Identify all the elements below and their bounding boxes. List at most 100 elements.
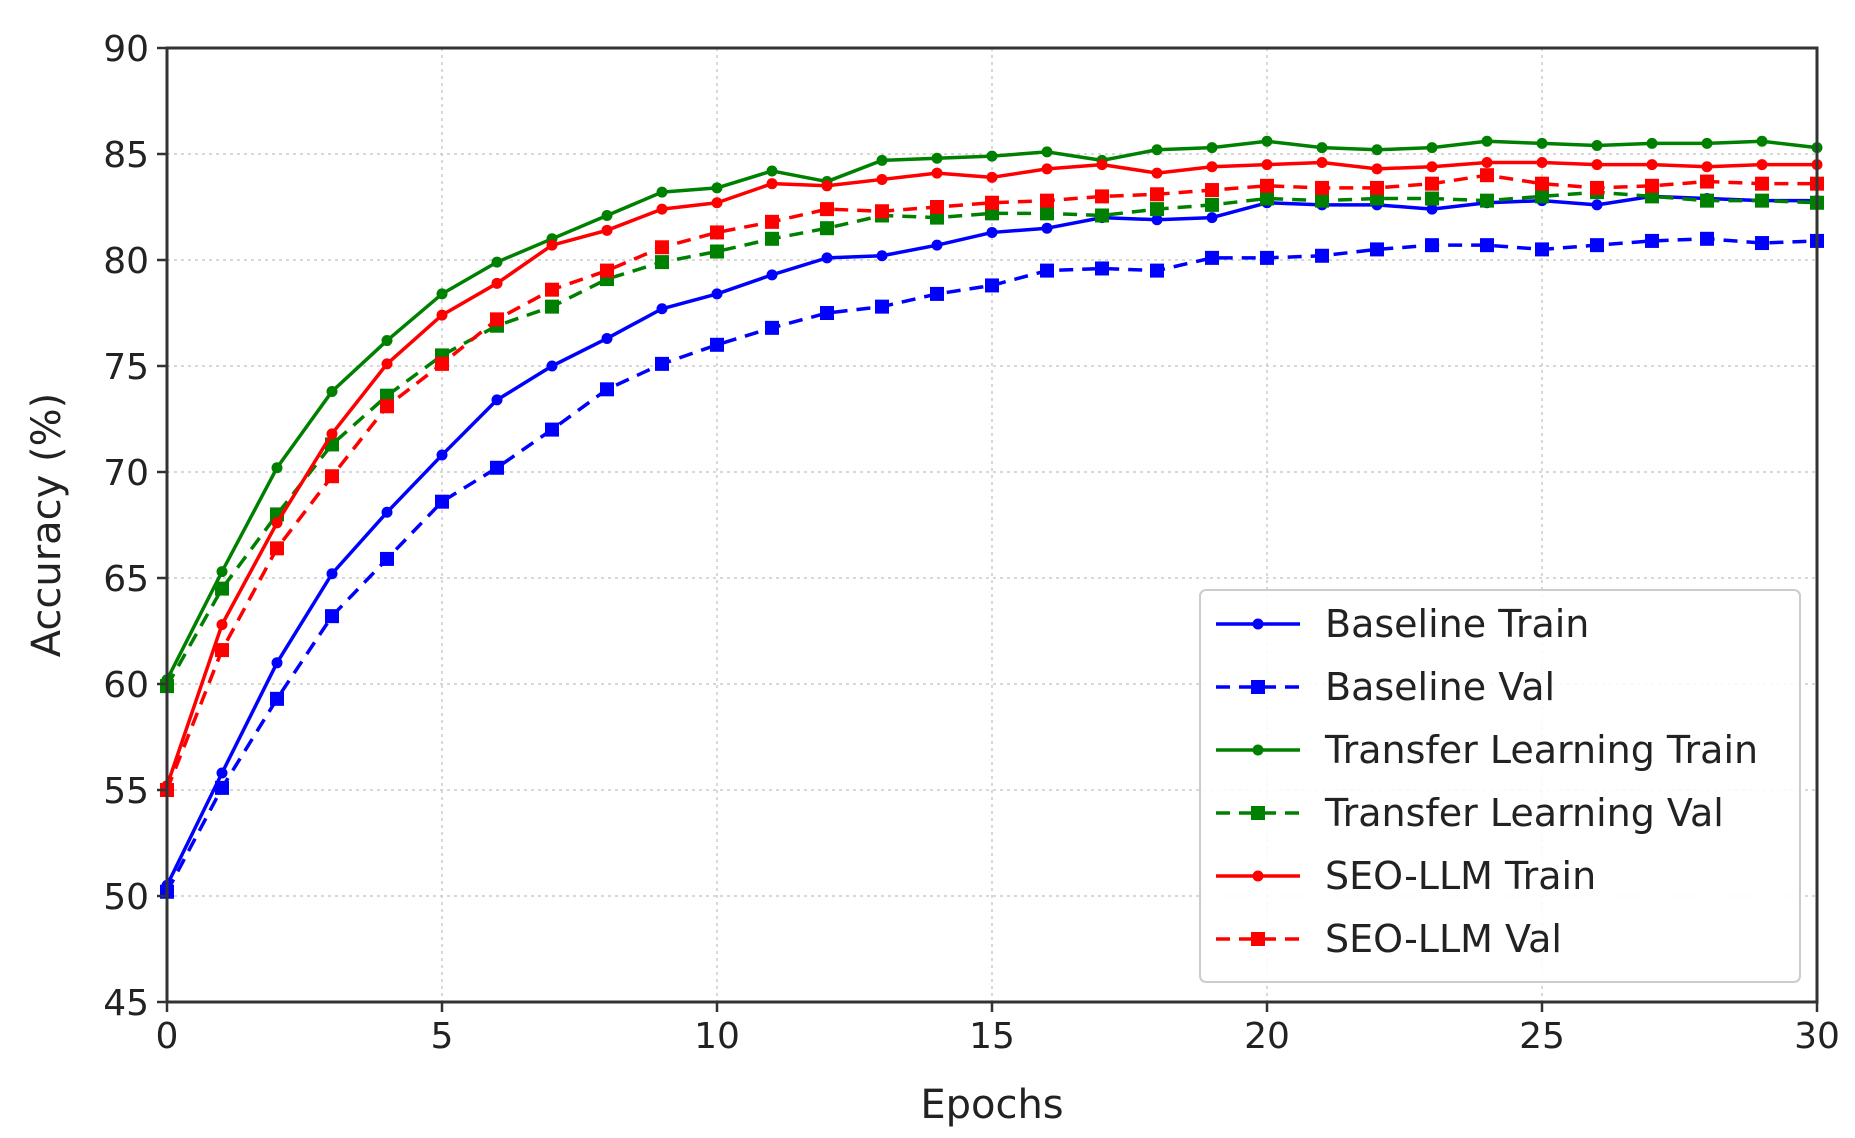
data-point <box>1536 137 1548 149</box>
legend-label: SEO-LLM Val <box>1325 917 1562 961</box>
legend-marker <box>1252 744 1264 756</box>
data-point <box>1041 222 1053 234</box>
data-point <box>1700 231 1714 246</box>
data-point <box>1371 163 1383 175</box>
data-point <box>711 182 723 194</box>
series-seo-llm-val <box>160 168 1824 797</box>
data-point <box>985 206 999 221</box>
data-point <box>436 449 448 461</box>
data-point <box>876 154 888 166</box>
data-point <box>1645 178 1659 193</box>
data-point <box>436 288 448 300</box>
x-axis-label: Epochs <box>920 1082 1063 1128</box>
data-point <box>1535 189 1549 204</box>
data-point <box>985 278 999 293</box>
data-point <box>766 269 778 281</box>
data-point <box>1755 176 1769 191</box>
data-point <box>1756 159 1768 171</box>
data-point <box>1591 140 1603 152</box>
legend-item: SEO-LLM Train <box>1216 854 1596 898</box>
data-point <box>1315 180 1329 195</box>
data-point <box>1260 191 1274 206</box>
data-point <box>876 250 888 262</box>
data-point <box>546 360 558 372</box>
data-point <box>215 780 229 795</box>
y-tick-label: 70 <box>103 453 149 494</box>
data-point <box>216 619 228 631</box>
data-point <box>545 299 559 314</box>
data-point <box>1536 156 1548 168</box>
data-point <box>491 277 503 289</box>
data-point <box>270 541 284 556</box>
data-point <box>1096 159 1108 171</box>
data-point <box>381 358 393 370</box>
data-point <box>1150 187 1164 202</box>
data-point <box>765 320 779 335</box>
data-point <box>656 186 668 198</box>
y-axis-label: Accuracy (%) <box>24 393 70 658</box>
legend-marker <box>1252 870 1264 882</box>
data-point <box>986 226 998 238</box>
data-point <box>655 240 669 255</box>
data-point <box>545 422 559 437</box>
data-point <box>875 204 889 219</box>
data-point <box>270 691 284 706</box>
data-point <box>436 309 448 321</box>
data-point <box>1535 176 1549 191</box>
data-point <box>1701 161 1713 173</box>
data-point <box>1316 156 1328 168</box>
data-point <box>1205 183 1219 198</box>
data-point <box>1260 250 1274 265</box>
data-point <box>1700 174 1714 189</box>
data-point <box>656 303 668 315</box>
data-point <box>491 256 503 268</box>
data-point <box>326 568 338 580</box>
data-point <box>271 517 283 529</box>
data-point <box>1370 242 1384 257</box>
data-point <box>765 231 779 246</box>
legend-item: Transfer Learning Val <box>1216 791 1724 835</box>
data-point <box>1425 238 1439 253</box>
data-point <box>545 282 559 297</box>
data-point <box>1371 144 1383 156</box>
data-point <box>710 244 724 259</box>
data-point <box>985 195 999 210</box>
legend-item: Baseline Val <box>1216 665 1555 709</box>
data-point <box>1040 206 1054 221</box>
series-transfer-learning-val <box>160 185 1824 694</box>
legend-marker <box>1251 680 1265 694</box>
data-point <box>380 551 394 566</box>
data-point <box>1206 161 1218 173</box>
data-point <box>1041 163 1053 175</box>
data-point <box>655 255 669 270</box>
data-point <box>1480 193 1494 208</box>
legend-item: Baseline Train <box>1216 602 1589 646</box>
data-point <box>1040 193 1054 208</box>
data-point <box>1205 197 1219 212</box>
data-point <box>1425 191 1439 206</box>
data-point <box>1151 214 1163 226</box>
data-point <box>766 165 778 177</box>
data-point <box>601 332 613 344</box>
y-tick-label: 55 <box>103 771 149 812</box>
axis-ticks: 0 5 10 15 20 25 30 45 50 55 60 65 70 75 80 85 90 <box>103 29 1840 1057</box>
y-tick-label: 50 <box>103 877 149 918</box>
data-point <box>1701 137 1713 149</box>
data-point <box>821 252 833 264</box>
data-point <box>765 214 779 229</box>
data-point <box>1261 135 1273 147</box>
legend-label: Transfer Learning Train <box>1324 728 1758 772</box>
data-point <box>655 356 669 371</box>
data-point <box>1590 238 1604 253</box>
x-tick-label: 20 <box>1244 1016 1290 1057</box>
data-point <box>1095 261 1109 276</box>
data-point <box>1535 242 1549 257</box>
data-point <box>1426 142 1438 154</box>
data-point <box>876 173 888 185</box>
data-point <box>1755 193 1769 208</box>
data-point <box>711 197 723 209</box>
data-point <box>600 263 614 278</box>
data-point <box>1756 135 1768 147</box>
data-point <box>766 178 778 190</box>
data-point <box>931 167 943 179</box>
